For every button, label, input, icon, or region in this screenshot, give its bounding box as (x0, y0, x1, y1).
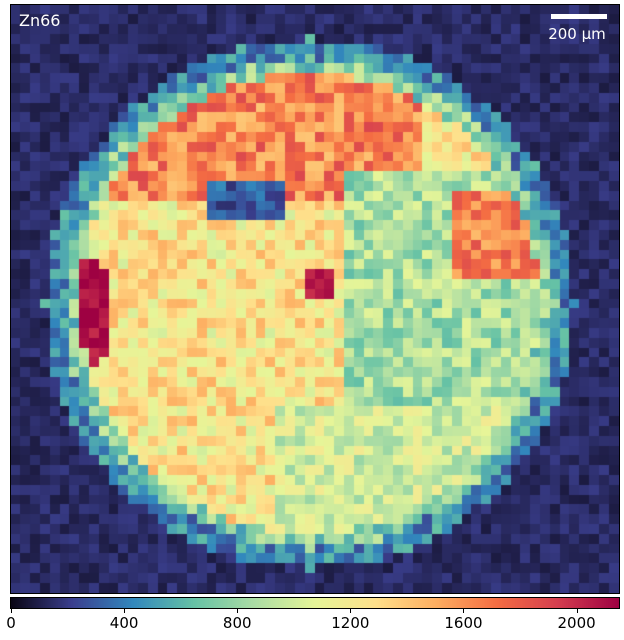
colorbar-tick (576, 609, 578, 613)
colorbar-tick (237, 609, 239, 613)
colorbar-tick-label: 800 (222, 614, 252, 632)
colorbar-tick (124, 609, 126, 613)
heatmap-image (11, 5, 619, 593)
heatmap-plot: Zn66 200 µm (10, 4, 620, 594)
scale-bar-label: 200 µm (548, 25, 606, 43)
element-label: Zn66 (19, 11, 61, 30)
colorbar-tick-label: 0 (6, 614, 16, 632)
colorbar-tick (463, 609, 465, 613)
colorbar (10, 597, 620, 609)
colorbar-tick-label: 2000 (557, 614, 596, 632)
colorbar-tick-label: 1600 (444, 614, 483, 632)
colorbar-tick-label: 400 (109, 614, 139, 632)
colorbar-tick (11, 609, 12, 613)
colorbar-tick (350, 609, 352, 613)
scale-bar (551, 14, 607, 19)
colorbar-tick-label: 1200 (331, 614, 370, 632)
